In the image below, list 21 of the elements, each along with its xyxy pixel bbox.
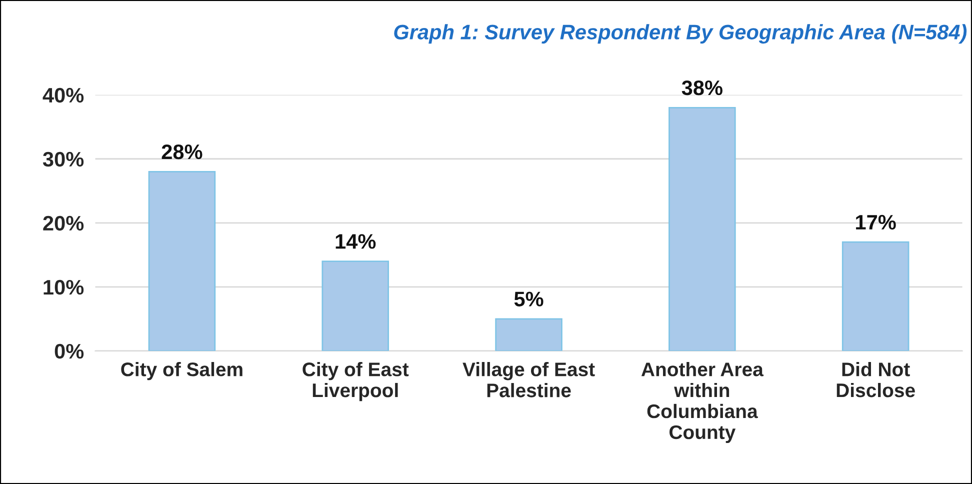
data-label: 28% <box>162 144 202 160</box>
bar <box>842 241 910 351</box>
bar <box>495 318 562 351</box>
data-label: 14% <box>336 234 376 249</box>
data-label: 38% <box>682 80 722 96</box>
x-tick-label: Village of East Palestine <box>462 362 595 398</box>
bar <box>148 170 216 351</box>
data-label: 17% <box>856 214 896 230</box>
chart-title: Graph 1: Survey Respondent By Geographic Area (N=584) <box>394 24 967 44</box>
bar <box>322 260 390 351</box>
y-tick-label: 0% <box>54 344 84 359</box>
x-tick-label: City of East Liverpool <box>302 362 409 402</box>
y-tick-label: 30% <box>42 152 84 167</box>
y-tick-label: 40% <box>42 88 84 103</box>
x-tick-label: Another Area within Columbiana County <box>641 362 764 443</box>
x-tick-label: City of Salem <box>121 362 242 380</box>
y-tick-label: 20% <box>43 216 84 231</box>
bar <box>668 106 736 351</box>
y-tick-label: 10% <box>44 280 84 295</box>
x-tick-label: Did Not Disclose <box>836 362 915 398</box>
data-label: 5% <box>514 292 544 306</box>
